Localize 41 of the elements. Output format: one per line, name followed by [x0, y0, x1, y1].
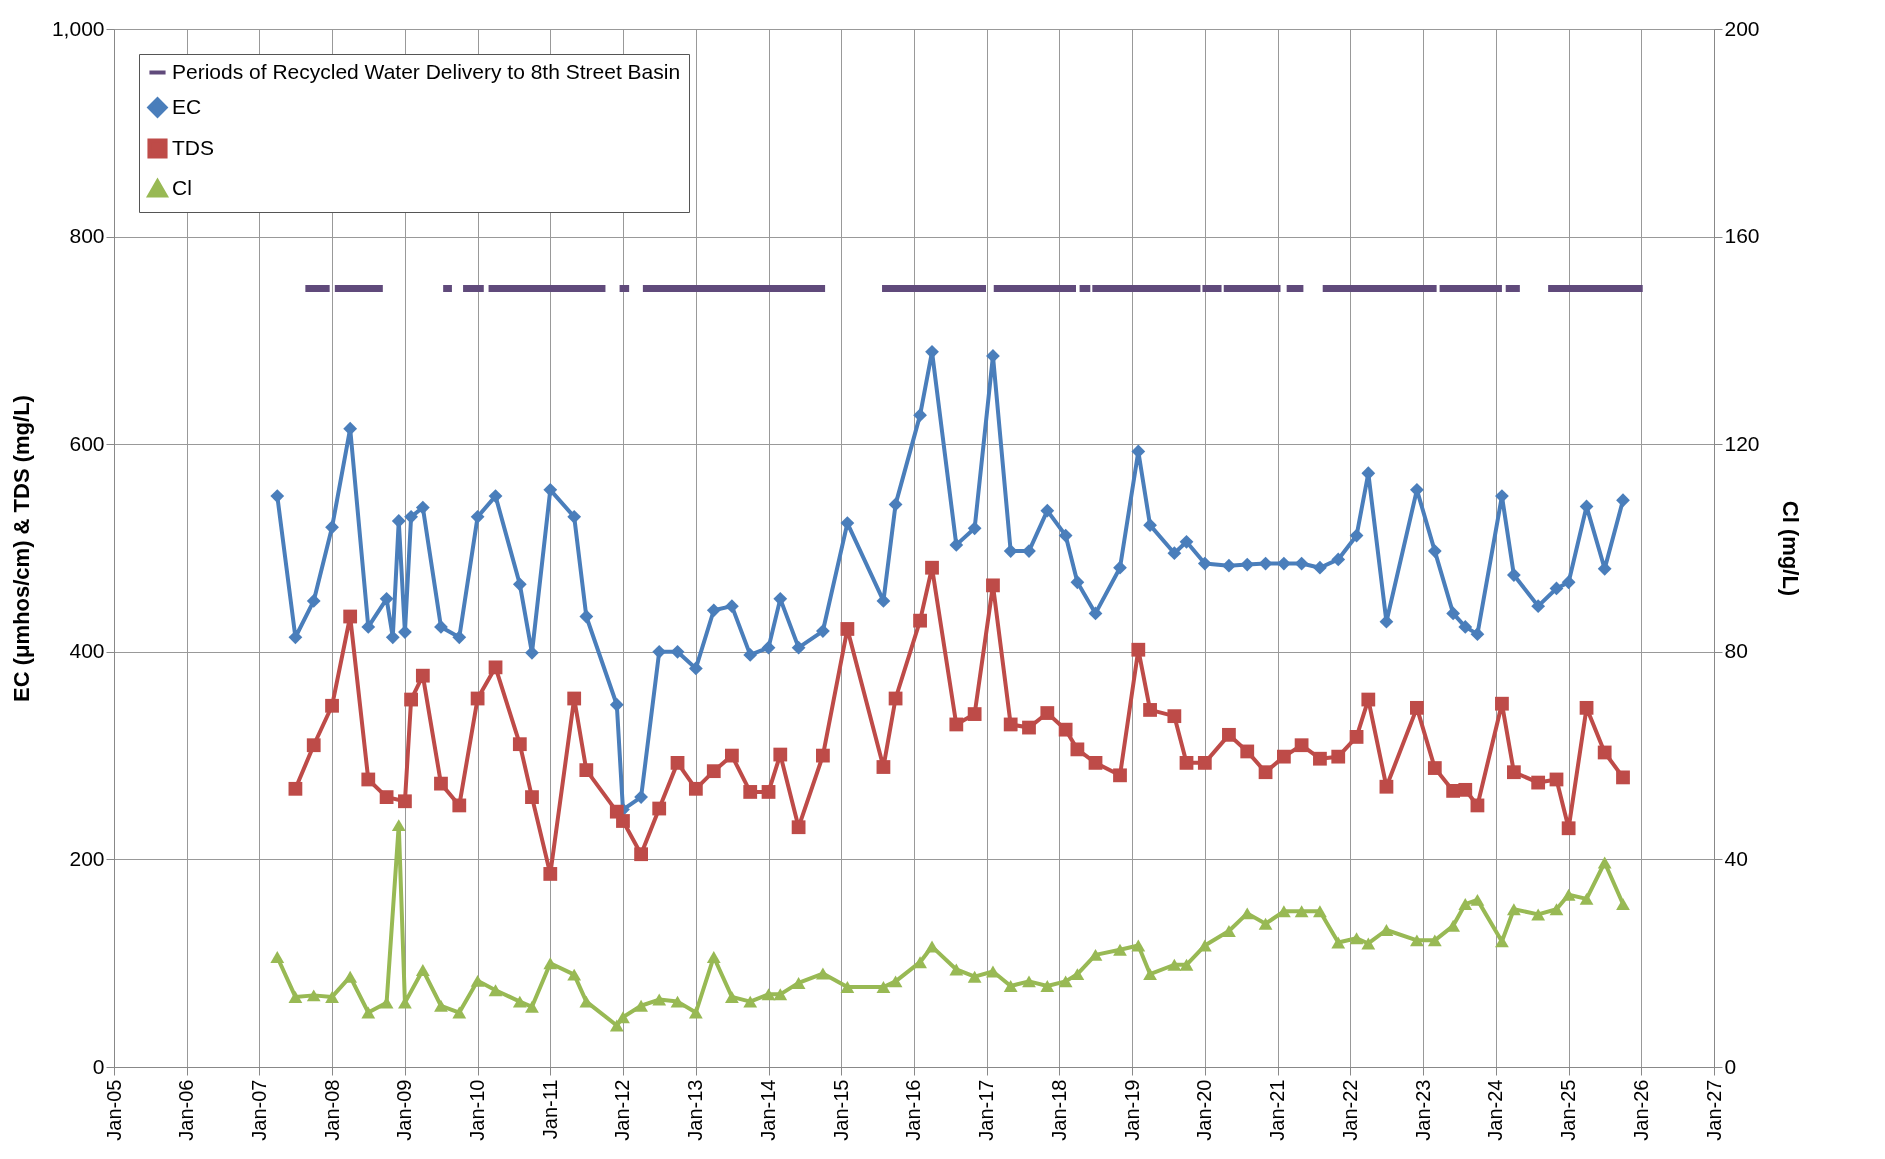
- x-tick-label: Jan-21: [1266, 1079, 1289, 1141]
- x-tick-label: Jan-19: [1120, 1079, 1143, 1141]
- x-tick-label: Jan-13: [684, 1079, 707, 1141]
- x-tick-label: Jan-05: [102, 1079, 125, 1141]
- y-tick-label: 600: [69, 431, 105, 455]
- x-tick-label: Jan-20: [1193, 1079, 1216, 1141]
- x-tick-label: Jan-10: [466, 1079, 489, 1141]
- x-tick-label: Jan-11: [538, 1079, 561, 1140]
- x-tick-label: Jan-14: [757, 1079, 780, 1141]
- y2-tick-label: 200: [1724, 16, 1760, 40]
- legend-label: Periods of Recycled Water Delivery to 8th Street Basin: [172, 59, 681, 83]
- x-tick-label: Jan-12: [611, 1079, 634, 1141]
- x-tick-label: Jan-15: [829, 1079, 852, 1141]
- x-tick-label: Jan-25: [1557, 1079, 1580, 1141]
- y-tick-label: 1,000: [51, 16, 105, 40]
- x-tick-label: Jan-26: [1629, 1079, 1652, 1141]
- x-tick-label: Jan-17: [975, 1079, 998, 1141]
- x-tick-label: Jan-07: [247, 1079, 270, 1141]
- x-tick-label: Jan-18: [1047, 1079, 1070, 1141]
- x-tick-label: Jan-08: [320, 1079, 343, 1141]
- y-axis-title: EC (μmhos/cm) & TDS (mg/L): [8, 395, 34, 702]
- y2-tick-label: 40: [1724, 846, 1748, 870]
- y2-tick-label: 0: [1724, 1054, 1737, 1078]
- x-tick-label: Jan-23: [1411, 1079, 1434, 1141]
- y2-tick-label: 80: [1724, 639, 1748, 663]
- y2-tick-label: 160: [1724, 224, 1760, 248]
- legend-label: Cl: [172, 175, 192, 199]
- legend-label: TDS: [172, 135, 214, 159]
- y-tick-label: 400: [69, 639, 105, 663]
- y2-tick-label: 120: [1724, 431, 1760, 455]
- legend-label: EC: [172, 94, 202, 118]
- y-tick-label: 0: [92, 1054, 105, 1078]
- y-tick-label: 800: [69, 224, 105, 248]
- y2-axis-title: Cl (mg/L): [1777, 500, 1803, 597]
- x-tick-label: Jan-06: [175, 1079, 198, 1141]
- x-tick-label: Jan-24: [1484, 1079, 1507, 1141]
- x-tick-label: Jan-16: [902, 1079, 925, 1141]
- x-tick-label: Jan-27: [1702, 1079, 1725, 1141]
- x-tick-label: Jan-22: [1338, 1079, 1361, 1141]
- y-tick-label: 200: [69, 846, 105, 870]
- x-tick-label: Jan-09: [393, 1079, 416, 1141]
